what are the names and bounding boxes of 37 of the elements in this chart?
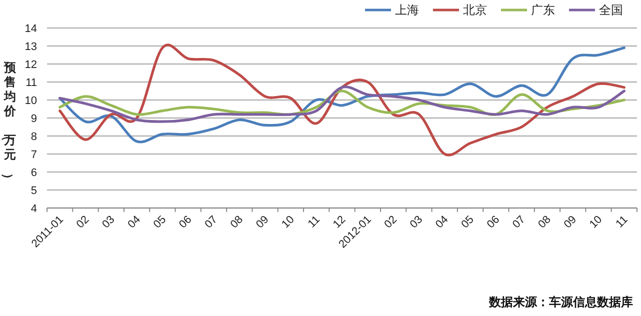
- y-tick-label: 11: [26, 77, 37, 89]
- x-tick-label: 11: [614, 214, 630, 230]
- x-tick-label: 10: [280, 214, 297, 231]
- y-tick-label: 9: [30, 113, 37, 125]
- x-tick-label: 03: [100, 214, 118, 231]
- x-tick-label: 08: [536, 214, 554, 231]
- x-tick-label: 09: [254, 214, 272, 231]
- x-tick-label: 07: [202, 214, 220, 231]
- x-tick-label: 06: [177, 214, 194, 231]
- line-series: [58, 86, 626, 123]
- legend-label: 全国: [599, 3, 623, 17]
- x-tick-label: 10: [587, 214, 605, 231]
- x-tick-label: 02: [74, 214, 92, 231]
- x-tick-label: 08: [228, 214, 246, 231]
- y-tick-label: 7: [30, 149, 37, 161]
- x-tick-label: 11: [306, 214, 322, 230]
- x-tick-label: 04: [126, 214, 143, 231]
- source-note: 数据来源：车源信息数据库: [488, 295, 633, 309]
- y-tick-label: 14: [24, 23, 37, 35]
- x-tick-label: 09: [562, 214, 579, 231]
- x-tick-label: 04: [434, 214, 451, 231]
- y-tick-label: 4: [30, 203, 37, 215]
- x-tick-label: 05: [151, 214, 169, 231]
- y-tick-label: 12: [24, 59, 37, 71]
- x-tick-label: 05: [459, 214, 476, 231]
- y-tick-label: 10: [24, 95, 37, 107]
- x-tick-label: 07: [510, 214, 528, 231]
- y-tick-label: 5: [30, 185, 37, 197]
- legend-label: 北京: [463, 3, 487, 17]
- y-tick-label: 8: [30, 131, 37, 143]
- legend-label: 广东: [531, 3, 555, 17]
- y-tick-label: 6: [30, 167, 37, 179]
- x-tick-label: 02: [382, 214, 400, 231]
- x-tick-label: 03: [408, 214, 426, 231]
- legend-label: 上海: [395, 3, 419, 17]
- x-tick-label: 06: [484, 214, 502, 231]
- y-tick-label: 13: [24, 41, 37, 53]
